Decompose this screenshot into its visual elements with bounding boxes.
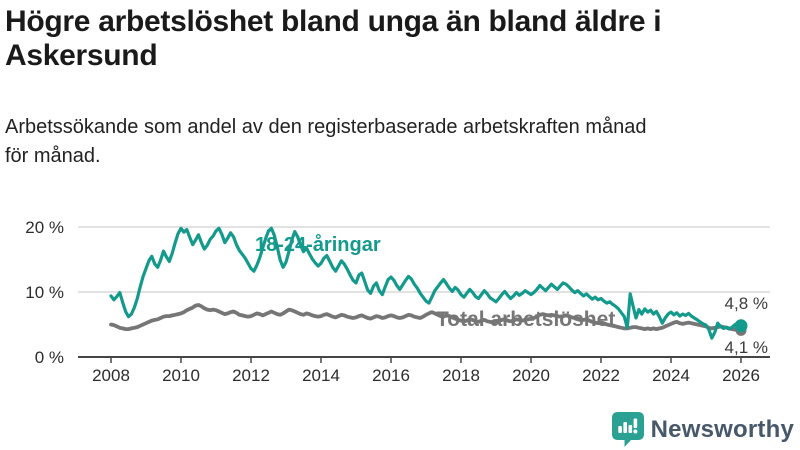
- brand-footer: Newsworthy: [611, 412, 794, 447]
- x-tick-label: 2022: [582, 366, 620, 385]
- x-tick-label: 2014: [302, 366, 340, 385]
- y-tick-label: 10 %: [25, 283, 64, 302]
- series-label-youth: 18-24-åringar: [255, 234, 381, 256]
- end-value-label-total: 4,1 %: [724, 338, 768, 357]
- x-tick-label: 2026: [722, 366, 760, 385]
- page-title: Högre arbetslöshet bland unga än bland ä…: [5, 5, 662, 72]
- x-tick-label: 2010: [162, 366, 200, 385]
- x-tick-label: 2024: [652, 366, 690, 385]
- x-tick-label: 2016: [372, 366, 410, 385]
- end-value-label-youth: 4,8 %: [724, 294, 768, 313]
- brand-name: Newsworthy: [650, 415, 794, 443]
- series-end-dot-youth: [734, 319, 748, 333]
- x-tick-label: 2020: [512, 366, 550, 385]
- series-label-total: Total arbetslöshet: [436, 308, 616, 331]
- page-subtitle: Arbetssökande som andel av den registerb…: [5, 116, 647, 167]
- newsworthy-logo-icon: [611, 412, 644, 447]
- x-tick-label: 2018: [442, 366, 480, 385]
- x-tick-label: 2012: [232, 366, 270, 385]
- y-tick-label: 20 %: [25, 218, 64, 237]
- y-tick-label: 0 %: [35, 348, 64, 367]
- series-line: [109, 303, 743, 333]
- x-tick-label: 2008: [92, 366, 130, 385]
- series-line: [109, 226, 743, 340]
